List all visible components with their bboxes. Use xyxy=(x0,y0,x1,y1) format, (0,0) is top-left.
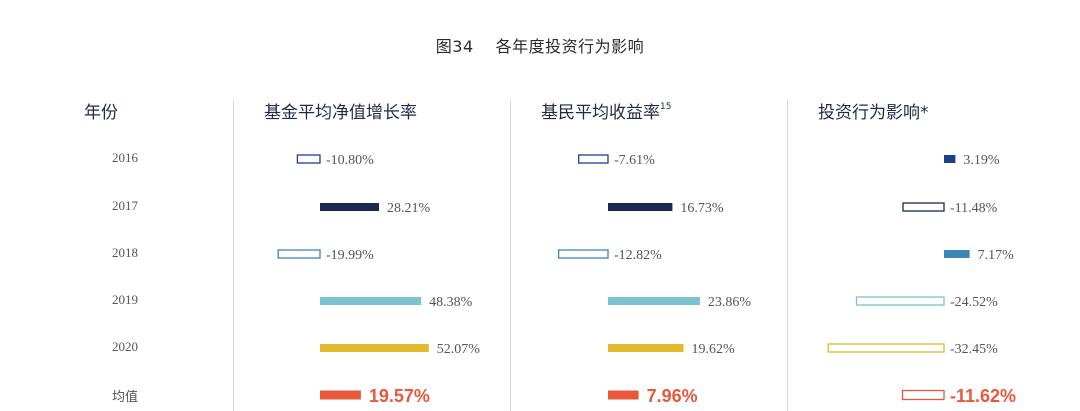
investor-return-bar xyxy=(608,203,673,211)
year-label: 2019 xyxy=(112,292,138,307)
header-investor-return-text: 基民平均收益率 xyxy=(541,103,660,123)
chart-title: 图34 各年度投资行为影响 xyxy=(0,33,1080,57)
investor-return-bar xyxy=(578,154,609,164)
fund-growth-bar xyxy=(296,154,321,164)
year-label-average: 均值 xyxy=(111,390,138,405)
fund-growth-bar xyxy=(320,344,429,352)
behavior-impact-value-label: 7.17% xyxy=(978,248,1015,263)
column-divider xyxy=(233,100,234,411)
year-label: 2017 xyxy=(112,198,138,213)
year-label: 2018 xyxy=(112,245,138,260)
behavior-impact-value-label: 3.19% xyxy=(963,153,1000,168)
investor-return-bar xyxy=(608,390,639,400)
fund-growth-value-label: 48.38% xyxy=(429,295,473,310)
investor-return-value-label: 7.96% xyxy=(647,386,698,406)
fund-growth-bar xyxy=(320,390,361,400)
behavior-impact-value-label: -11.48% xyxy=(950,201,998,216)
header-investor-return: 基民平均收益率15 xyxy=(541,98,671,123)
fund-growth-value-label: -19.99% xyxy=(326,248,374,263)
header-fund-growth: 基金平均净值增长率 xyxy=(264,103,417,123)
behavior-impact-bar xyxy=(944,155,956,163)
figure-title-text: 各年度投资行为影响 xyxy=(495,37,645,56)
behavior-impact-value-label: -11.62% xyxy=(950,386,1016,406)
investor-return-value-label: 23.86% xyxy=(708,295,752,310)
fund-growth-value-label: -10.80% xyxy=(326,153,374,168)
investor-return-bar xyxy=(608,297,700,305)
fund-growth-bar xyxy=(320,203,379,211)
fund-growth-bar xyxy=(320,297,422,305)
fund-growth-value-label: 28.21% xyxy=(387,201,431,216)
investor-return-value-label: -12.82% xyxy=(614,248,662,263)
investor-return-value-label: 16.73% xyxy=(680,201,724,216)
investor-return-value-label: 19.62% xyxy=(692,342,736,357)
behavior-impact-bar xyxy=(902,202,945,212)
column-divider xyxy=(510,100,511,411)
behavior-impact-value-label: -24.52% xyxy=(950,295,998,310)
year-label: 2016 xyxy=(112,150,138,165)
header-behavior-impact: 投资行为影响* xyxy=(818,103,929,123)
fund-growth-value-label: 52.07% xyxy=(437,342,481,357)
investor-return-bar xyxy=(608,344,684,352)
behavior-impact-value-label: -32.45% xyxy=(950,342,998,357)
footnote-marker: 15 xyxy=(660,102,672,113)
investor-return-value-label: -7.61% xyxy=(614,153,655,168)
behavior-impact-bar xyxy=(944,250,970,258)
behavior-impact-bar xyxy=(855,296,945,306)
behavior-impact-bar xyxy=(827,343,945,353)
behavior-impact-bar xyxy=(901,389,945,401)
fund-growth-bar xyxy=(277,249,321,259)
fund-growth-value-label: 19.57% xyxy=(369,386,430,406)
investor-return-bar xyxy=(557,249,609,259)
header-year: 年份 xyxy=(84,103,118,123)
year-label: 2020 xyxy=(112,339,138,354)
column-divider xyxy=(787,100,788,411)
figure-number: 图34 xyxy=(435,37,474,56)
